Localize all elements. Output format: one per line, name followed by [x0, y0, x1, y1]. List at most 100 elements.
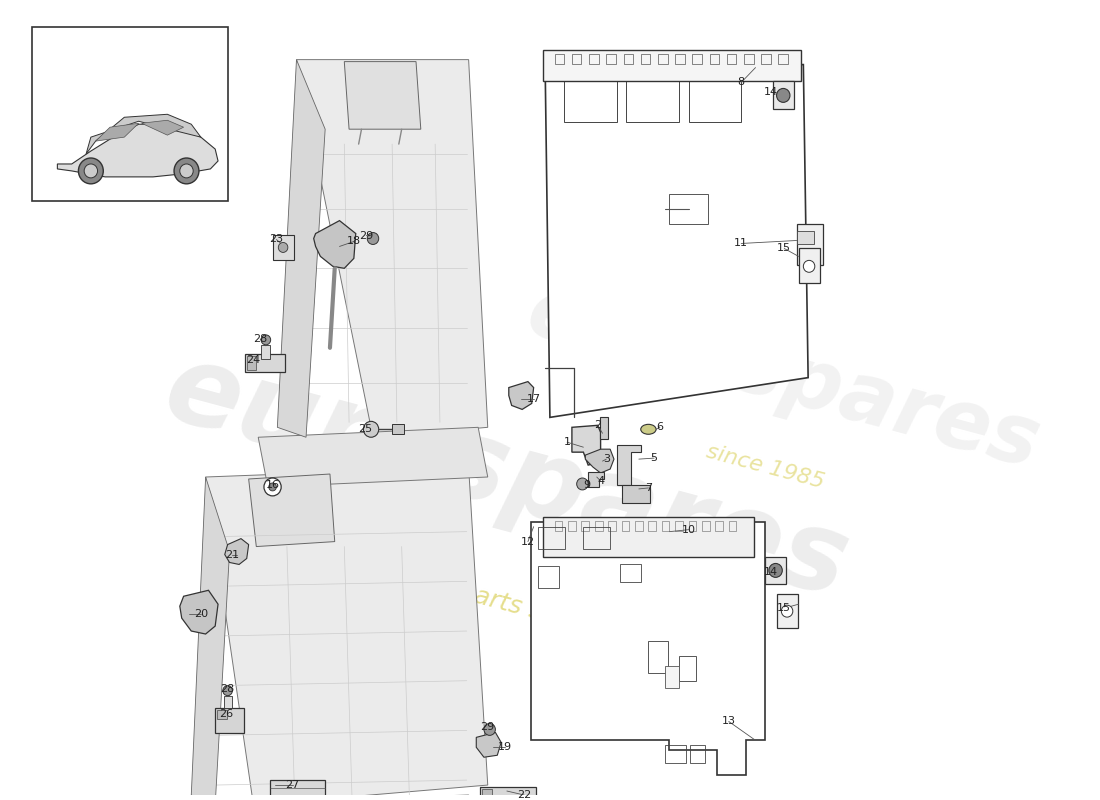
Bar	[619, 565, 641, 582]
Text: eurospares: eurospares	[154, 334, 860, 619]
Bar	[217, 710, 227, 719]
Text: 15: 15	[778, 603, 791, 613]
Bar	[600, 418, 608, 439]
Polygon shape	[249, 474, 334, 546]
Bar	[32, 27, 228, 201]
Text: 1: 1	[563, 438, 571, 447]
Circle shape	[576, 478, 588, 490]
Circle shape	[777, 89, 790, 102]
Bar	[543, 50, 802, 82]
Text: 29: 29	[481, 722, 495, 733]
Bar	[777, 594, 797, 628]
Circle shape	[268, 483, 276, 491]
Bar	[538, 566, 560, 588]
Bar	[554, 54, 564, 64]
Text: 26: 26	[219, 709, 233, 718]
Polygon shape	[476, 732, 502, 758]
Polygon shape	[206, 467, 487, 800]
Polygon shape	[258, 427, 487, 487]
Bar	[270, 780, 326, 796]
Text: 14: 14	[763, 567, 778, 578]
Text: eurospares: eurospares	[519, 270, 1049, 485]
Bar	[766, 557, 786, 584]
Bar	[664, 746, 685, 763]
Polygon shape	[177, 795, 478, 800]
Circle shape	[179, 164, 194, 178]
Circle shape	[803, 260, 815, 272]
Text: 22: 22	[517, 790, 531, 800]
Bar	[796, 230, 814, 245]
Text: 19: 19	[498, 742, 512, 752]
Text: 28: 28	[253, 334, 267, 344]
Bar	[675, 521, 683, 530]
Polygon shape	[509, 382, 534, 410]
Polygon shape	[572, 426, 601, 465]
Bar	[799, 249, 820, 283]
Text: 20: 20	[194, 609, 208, 619]
Text: 16: 16	[265, 480, 279, 490]
Polygon shape	[191, 477, 230, 800]
Polygon shape	[86, 114, 201, 154]
Circle shape	[78, 158, 103, 184]
Text: 11: 11	[734, 238, 748, 249]
Text: 15: 15	[778, 243, 791, 254]
Bar	[728, 521, 736, 530]
Bar	[692, 54, 702, 64]
Polygon shape	[224, 538, 249, 565]
Text: 29: 29	[360, 230, 373, 241]
Bar	[779, 54, 788, 64]
Bar	[392, 424, 404, 434]
Bar	[538, 526, 565, 549]
Bar	[772, 82, 794, 110]
Ellipse shape	[641, 424, 656, 434]
Text: 13: 13	[722, 717, 736, 726]
Bar	[658, 54, 668, 64]
Text: 17: 17	[527, 394, 541, 405]
Text: 7: 7	[645, 483, 652, 493]
Bar	[662, 521, 670, 530]
Text: 9: 9	[584, 480, 591, 490]
Bar	[635, 521, 642, 530]
Polygon shape	[297, 60, 487, 438]
Bar	[691, 746, 705, 763]
Text: 25: 25	[359, 424, 373, 434]
Bar	[245, 354, 285, 372]
Text: 2: 2	[594, 420, 602, 430]
Text: 24: 24	[246, 354, 261, 365]
Polygon shape	[531, 522, 766, 775]
Bar	[689, 521, 696, 530]
Polygon shape	[142, 120, 184, 135]
Text: 4: 4	[597, 476, 604, 486]
Polygon shape	[96, 123, 139, 141]
Polygon shape	[617, 445, 641, 485]
Circle shape	[261, 335, 271, 345]
Circle shape	[363, 422, 378, 438]
Circle shape	[769, 563, 782, 578]
Bar	[670, 194, 707, 223]
Bar	[689, 67, 741, 122]
Bar	[582, 521, 590, 530]
Circle shape	[223, 686, 232, 696]
Bar	[246, 356, 256, 370]
Bar	[223, 696, 232, 707]
Bar	[216, 707, 244, 734]
Text: a passion for parts since 1985: a passion for parts since 1985	[293, 536, 663, 657]
Bar	[572, 54, 582, 64]
Bar	[675, 54, 685, 64]
Text: 18: 18	[346, 237, 361, 246]
Text: 6: 6	[657, 422, 663, 432]
Bar	[621, 521, 629, 530]
Bar	[595, 521, 603, 530]
Bar	[761, 54, 771, 64]
Bar	[679, 656, 696, 681]
Circle shape	[367, 233, 378, 245]
Text: 8: 8	[738, 78, 745, 87]
Bar	[554, 521, 562, 530]
Bar	[273, 234, 294, 260]
Bar	[543, 517, 754, 557]
Bar	[583, 526, 610, 549]
Bar	[626, 67, 679, 122]
Bar	[590, 54, 598, 64]
Bar	[715, 521, 723, 530]
Bar	[641, 54, 650, 64]
